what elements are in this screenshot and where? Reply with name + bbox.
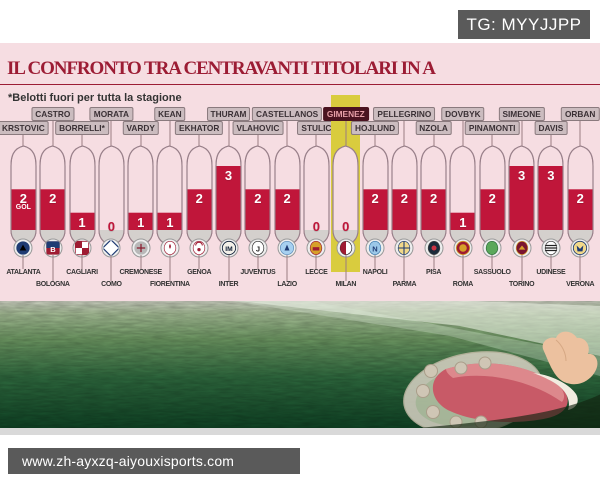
svg-text:B: B bbox=[50, 245, 56, 254]
svg-text:J: J bbox=[256, 244, 260, 253]
svg-text:N: N bbox=[372, 244, 377, 253]
svg-text:IM: IM bbox=[225, 245, 233, 252]
